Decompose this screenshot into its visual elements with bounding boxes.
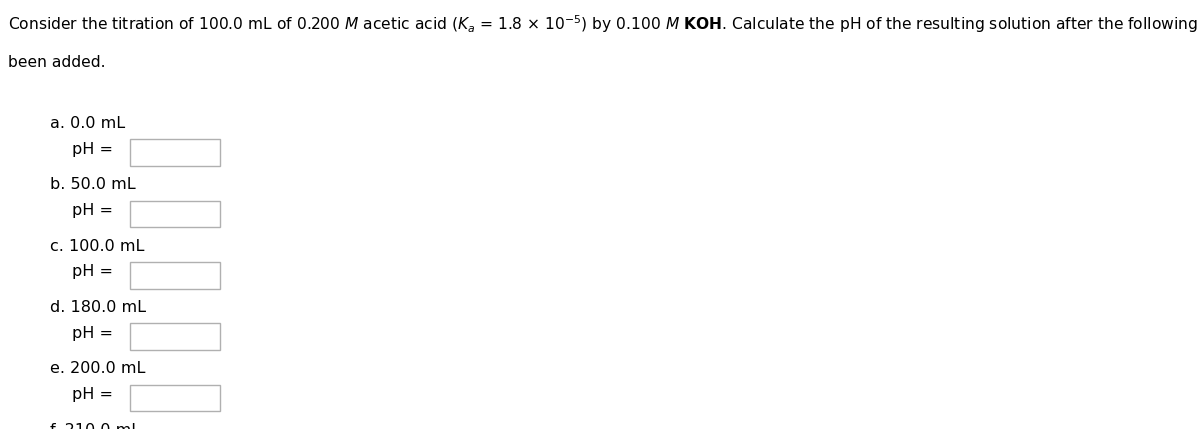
Text: pH =: pH = [72,142,113,157]
Text: pH =: pH = [72,387,113,402]
Text: f. 210.0 mL: f. 210.0 mL [50,423,140,429]
Text: e. 200.0 mL: e. 200.0 mL [50,361,145,376]
Text: a. 0.0 mL: a. 0.0 mL [50,116,126,131]
FancyBboxPatch shape [130,385,220,411]
FancyBboxPatch shape [130,139,220,166]
Text: been added.: been added. [8,55,106,70]
FancyBboxPatch shape [130,262,220,289]
Text: Consider the titration of 100.0 mL of 0.200 $\mathit{M}$ acetic acid ($\mathit{K: Consider the titration of 100.0 mL of 0.… [8,13,1200,35]
FancyBboxPatch shape [130,201,220,227]
Text: c. 100.0 mL: c. 100.0 mL [50,239,145,254]
FancyBboxPatch shape [130,323,220,350]
Text: pH =: pH = [72,326,113,341]
Text: pH =: pH = [72,264,113,279]
Text: b. 50.0 mL: b. 50.0 mL [50,177,136,192]
Text: d. 180.0 mL: d. 180.0 mL [50,300,146,315]
Text: pH =: pH = [72,203,113,218]
